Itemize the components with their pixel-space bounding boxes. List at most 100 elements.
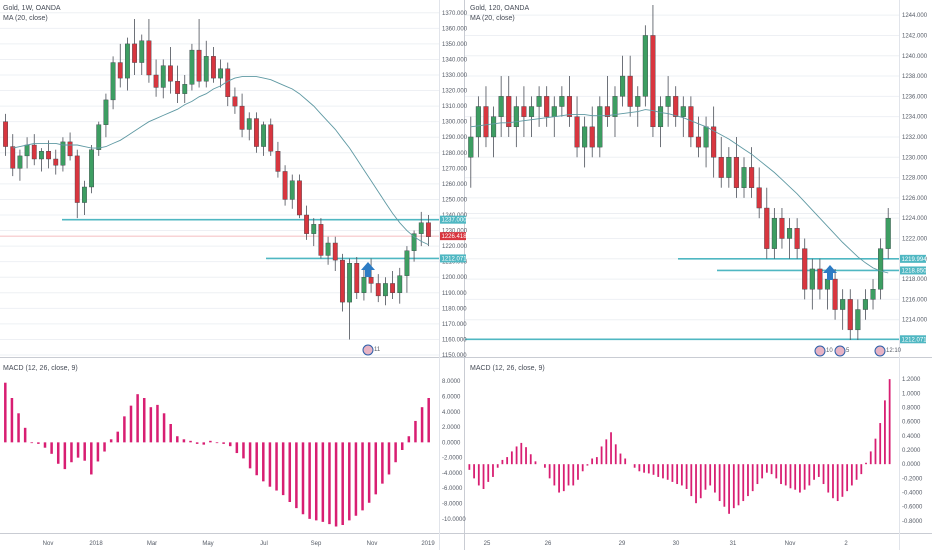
candle-body — [840, 299, 846, 310]
time-tick-label: Nov — [43, 541, 54, 547]
price-tick-label: 1214.000 — [902, 318, 928, 324]
event-marker[interactable]: 11 — [362, 344, 381, 356]
time-tick-label: Jul — [260, 541, 268, 547]
macd-tick-label: 0.8000 — [902, 405, 921, 411]
level-badge — [440, 254, 466, 263]
candle-body — [847, 299, 853, 331]
macd-tick-label: 0.4000 — [902, 434, 921, 440]
candle-body — [627, 75, 633, 107]
candle-body — [498, 96, 504, 117]
candle-body — [802, 248, 808, 290]
price-tick-label: 1340.000 — [442, 57, 468, 63]
price-tick-label: 1170.000 — [442, 322, 467, 328]
candle-body — [89, 149, 95, 188]
left-chart-title: Gold, 1W, OANDA — [3, 5, 61, 12]
left-price-axis: 1370.000 1360.000 1350.000 1340.000 1330.000… — [442, 11, 468, 359]
candle-body — [411, 233, 417, 251]
candle-body — [24, 144, 30, 157]
time-tick-label: May — [202, 541, 213, 547]
level-badge-label: 1226.418 — [442, 234, 468, 240]
candle-body — [390, 283, 396, 293]
candle-body — [196, 49, 202, 82]
candle-body — [354, 263, 360, 293]
level-badge-label: 1212.071 — [442, 256, 468, 262]
candle-body — [347, 263, 353, 303]
candle-body — [268, 124, 274, 152]
candle-body — [855, 309, 861, 331]
candle-body — [304, 214, 310, 234]
candle-body — [282, 171, 288, 200]
svg-text:5: 5 — [846, 348, 850, 354]
svg-text:12:10: 12:10 — [886, 348, 902, 354]
price-tick-label: 1160.000 — [442, 337, 467, 343]
right-macd-histogram — [468, 379, 891, 514]
price-tick-label: 1224.000 — [902, 216, 928, 222]
price-tick-label: 1350.000 — [442, 42, 468, 48]
event-marker[interactable]: 10 — [814, 345, 833, 357]
candle-body — [325, 242, 331, 256]
time-tick-label: 25 — [484, 541, 491, 547]
macd-tick-label: 1.0000 — [902, 391, 921, 397]
candle-body — [528, 106, 535, 117]
time-tick-label: Mar — [147, 541, 157, 547]
candle-body — [832, 278, 838, 310]
candle-body — [468, 136, 474, 158]
candle-body — [81, 186, 87, 203]
level-badge — [900, 266, 926, 275]
price-tick-label: 1240.000 — [902, 54, 928, 60]
event-marker[interactable]: 12:10 — [874, 345, 902, 357]
right-levels — [465, 213, 899, 341]
macd-tick-label: -4.0000 — [442, 471, 463, 477]
ma-line — [470, 109, 889, 274]
price-tick-label: 1238.000 — [902, 74, 928, 80]
candle-body — [339, 259, 345, 303]
price-tick-label: 1300.000 — [442, 120, 468, 126]
candle-body — [604, 106, 610, 117]
left-ma-label: MA (20, close) — [3, 15, 48, 22]
candle-body — [261, 124, 267, 147]
candle-body — [146, 40, 152, 76]
time-tick-label: Sep — [311, 541, 322, 547]
level-badge-label: 1237.000 — [442, 218, 468, 224]
candle-body — [132, 43, 138, 63]
candle-body — [17, 155, 23, 169]
candle-body — [726, 157, 732, 178]
candle-body — [124, 43, 130, 79]
price-tick-label: 1234.000 — [902, 115, 928, 121]
candle-body — [513, 106, 519, 128]
candle-body — [786, 228, 793, 239]
macd-tick-label: 8.0000 — [442, 379, 461, 385]
candle-body — [67, 141, 73, 157]
candle-body — [275, 151, 281, 172]
left-candles — [3, 19, 431, 340]
price-tick-label: 1200.000 — [442, 275, 468, 281]
candle-body — [246, 118, 252, 130]
price-tick-label: 1190.000 — [442, 291, 467, 297]
candle-body — [741, 167, 747, 188]
candle-body — [139, 40, 145, 63]
ma-line — [12, 76, 429, 246]
svg-text:10: 10 — [826, 348, 833, 354]
price-tick-label: 1290.000 — [442, 135, 468, 141]
price-tick-label: 1360.000 — [442, 26, 468, 32]
candle-body — [483, 106, 489, 138]
candle-body — [794, 228, 800, 249]
candle-body — [756, 187, 762, 209]
candle-body — [824, 278, 831, 290]
macd-tick-label: -8.0000 — [442, 502, 463, 508]
price-tick-label: 1244.000 — [902, 13, 928, 19]
candle-body — [673, 96, 679, 117]
candle-body — [657, 106, 664, 128]
time-tick-label: 30 — [673, 541, 680, 547]
left-time-axis: Nov 2018 Mar May Jul Sep Nov 2019 — [43, 541, 436, 547]
macd-tick-label: 0.0000 — [442, 440, 461, 446]
right-ma-line — [470, 109, 889, 274]
candle-body — [53, 158, 59, 166]
event-marker[interactable]: 5 — [834, 345, 850, 357]
left-macd-label: MACD (12, 26, close, 9) — [3, 365, 78, 372]
price-tick-label: 1242.000 — [902, 33, 928, 39]
candle-body — [878, 248, 884, 290]
candle-body — [318, 224, 324, 256]
candle-body — [885, 217, 891, 249]
